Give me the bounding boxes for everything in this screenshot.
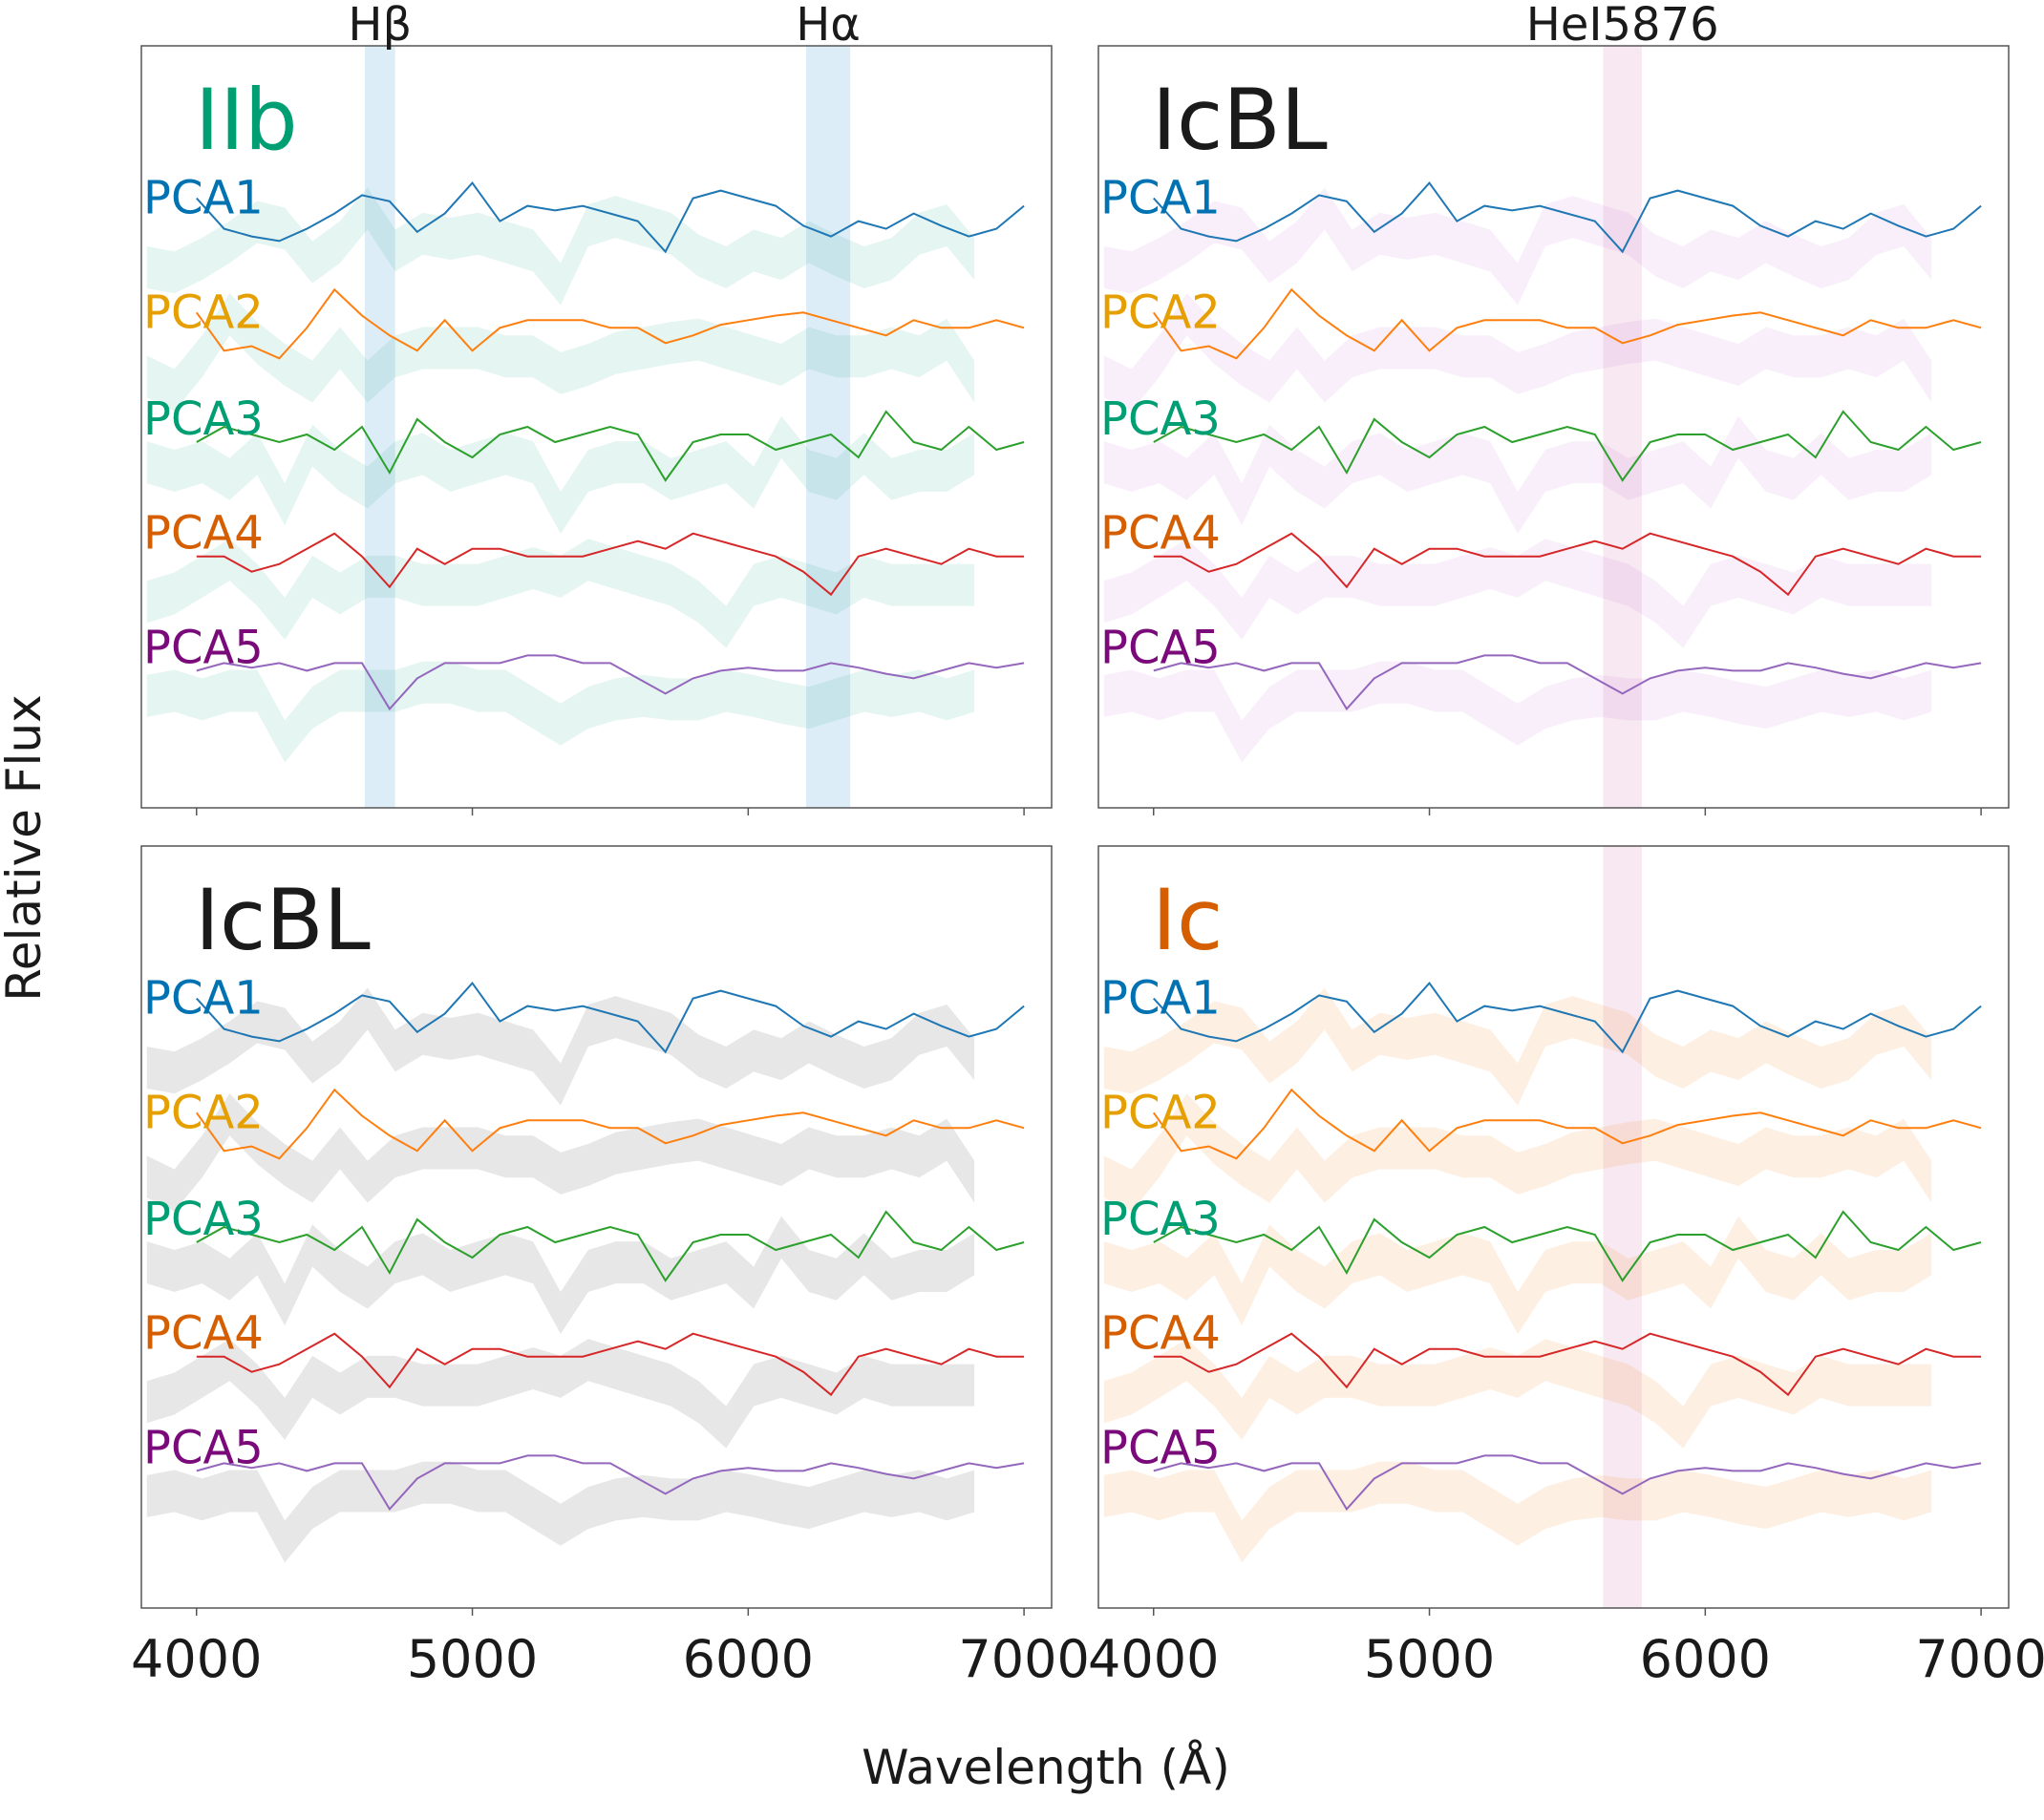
x-tick-label-5000: 5000: [1364, 1629, 1495, 1689]
panel-4: PCA1 PCA2 PCA3 PCA4 PCA5 Ic 4000 5000 6000 7000: [1088, 845, 2044, 1689]
subtype-label: IcBL: [195, 871, 371, 969]
series-line-pca4: [1153, 532, 1982, 597]
envelope-pca2: [1103, 293, 1932, 412]
panel-frame: [1097, 845, 2010, 1609]
series-line-pca3: [196, 410, 1025, 482]
subtype-label: IcBL: [1152, 71, 1328, 169]
envelope-pca3: [1103, 415, 1932, 534]
panel-2: PCA1 PCA2 PCA3 PCA4 PCA5 IcBL HeI5876: [1097, 0, 2010, 815]
series-line-pca5: [196, 654, 1025, 711]
series-line-pca2: [195, 287, 1025, 360]
envelope-pca3: [1103, 1216, 1932, 1334]
subtype-label: IIb: [195, 71, 298, 169]
panel-frame: [140, 45, 1053, 809]
feature-band-0: [364, 46, 395, 808]
envelope-pca5: [146, 1461, 975, 1563]
envelope-pca4: [146, 539, 975, 648]
line-annotation-0: Hβ: [348, 0, 412, 52]
line-annotation-0: HeI5876: [1526, 0, 1719, 52]
x-tick-label-4000: 4000: [1088, 1629, 1219, 1689]
envelope-pca3: [146, 415, 975, 534]
series-label-pca3: PCA3: [1100, 392, 1221, 446]
series-label-pca5: PCA5: [1100, 1421, 1221, 1474]
series-line-pca4: [196, 1332, 1025, 1397]
series-line-pca1: [196, 982, 1025, 1054]
envelope-pca5: [1103, 661, 1932, 763]
series-label-pca3: PCA3: [143, 1193, 264, 1246]
series-label-pca1: PCA1: [143, 172, 264, 225]
plot-area: [146, 181, 1025, 763]
x-axis-label: Wavelength (Å): [862, 1740, 1230, 1795]
series-line-pca3: [1153, 410, 1982, 482]
feature-band-0: [1603, 846, 1642, 1608]
series-line-pca4: [196, 532, 1025, 597]
x-tick-label-5000: 5000: [407, 1629, 538, 1689]
series-label-pca5: PCA5: [1100, 621, 1221, 674]
envelope-pca3: [146, 1216, 975, 1334]
series-line-pca1: [1153, 982, 1982, 1054]
series-label-pca5: PCA5: [143, 1421, 264, 1474]
series-label-pca3: PCA3: [1100, 1193, 1221, 1246]
envelope-pca4: [146, 1339, 975, 1449]
envelope-pca2: [146, 293, 975, 412]
x-tick-label-6000: 6000: [1640, 1629, 1771, 1689]
panel-1: PCA1 PCA2 PCA3 PCA4 PCA5 IIb Hβ Hα: [140, 0, 1053, 815]
y-axis-label: Relative Flux: [0, 694, 52, 1001]
plot-area: [1103, 181, 1982, 763]
line-annotation-1: Hα: [796, 0, 861, 52]
envelope-pca1: [146, 987, 975, 1106]
panel-frame: [140, 845, 1053, 1609]
panel-3: PCA1 PCA2 PCA3 PCA4 PCA5 IcBL 4000 5000 6000 7000: [131, 845, 1090, 1689]
series-line-pca5: [1153, 1454, 1982, 1512]
series-line-pca1: [1153, 181, 1982, 254]
envelope-pca1: [146, 187, 975, 306]
envelope-pca1: [1103, 187, 1932, 306]
x-tick-label-6000: 6000: [683, 1629, 814, 1689]
series-line-pca3: [1153, 1210, 1982, 1282]
series-label-pca4: PCA4: [1100, 507, 1221, 561]
series-line-pca1: [196, 181, 1025, 254]
series-label-pca2: PCA2: [143, 286, 264, 339]
plot-area: [146, 982, 1025, 1563]
series-label-pca5: PCA5: [143, 621, 264, 674]
envelope-pca2: [146, 1093, 975, 1212]
series-line-pca4: [1153, 1332, 1982, 1397]
subtype-label: Ic: [1152, 871, 1223, 969]
series-line-pca5: [1153, 654, 1982, 711]
x-tick-label-7000: 7000: [1915, 1629, 2044, 1689]
series-label-pca2: PCA2: [1100, 1086, 1221, 1139]
series-label-pca4: PCA4: [143, 507, 264, 561]
panel-frame: [1097, 45, 2010, 809]
x-tick-label-4000: 4000: [131, 1629, 262, 1689]
series-label-pca4: PCA4: [143, 1307, 264, 1361]
series-line-pca2: [195, 1088, 1025, 1160]
envelope-pca4: [1103, 1339, 1932, 1449]
series-label-pca4: PCA4: [1100, 1307, 1221, 1361]
series-line-pca3: [196, 1210, 1025, 1282]
series-label-pca2: PCA2: [1100, 286, 1221, 339]
series-line-pca5: [196, 1454, 1025, 1512]
series-label-pca2: PCA2: [143, 1086, 264, 1139]
series-label-pca1: PCA1: [143, 972, 264, 1026]
envelope-pca5: [146, 661, 975, 763]
series-label-pca1: PCA1: [1100, 172, 1221, 225]
feature-band-1: [805, 46, 851, 808]
envelope-pca2: [1103, 1093, 1932, 1212]
feature-band-0: [1603, 46, 1642, 808]
series-label-pca1: PCA1: [1100, 972, 1221, 1026]
x-tick-label-7000: 7000: [958, 1629, 1089, 1689]
envelope-pca5: [1103, 1461, 1932, 1563]
plot-area: [1103, 982, 1982, 1563]
envelope-pca1: [1103, 987, 1932, 1106]
envelope-pca4: [1103, 539, 1932, 648]
series-line-pca2: [1152, 287, 1982, 360]
series-line-pca2: [1152, 1088, 1982, 1160]
series-label-pca3: PCA3: [143, 392, 264, 446]
